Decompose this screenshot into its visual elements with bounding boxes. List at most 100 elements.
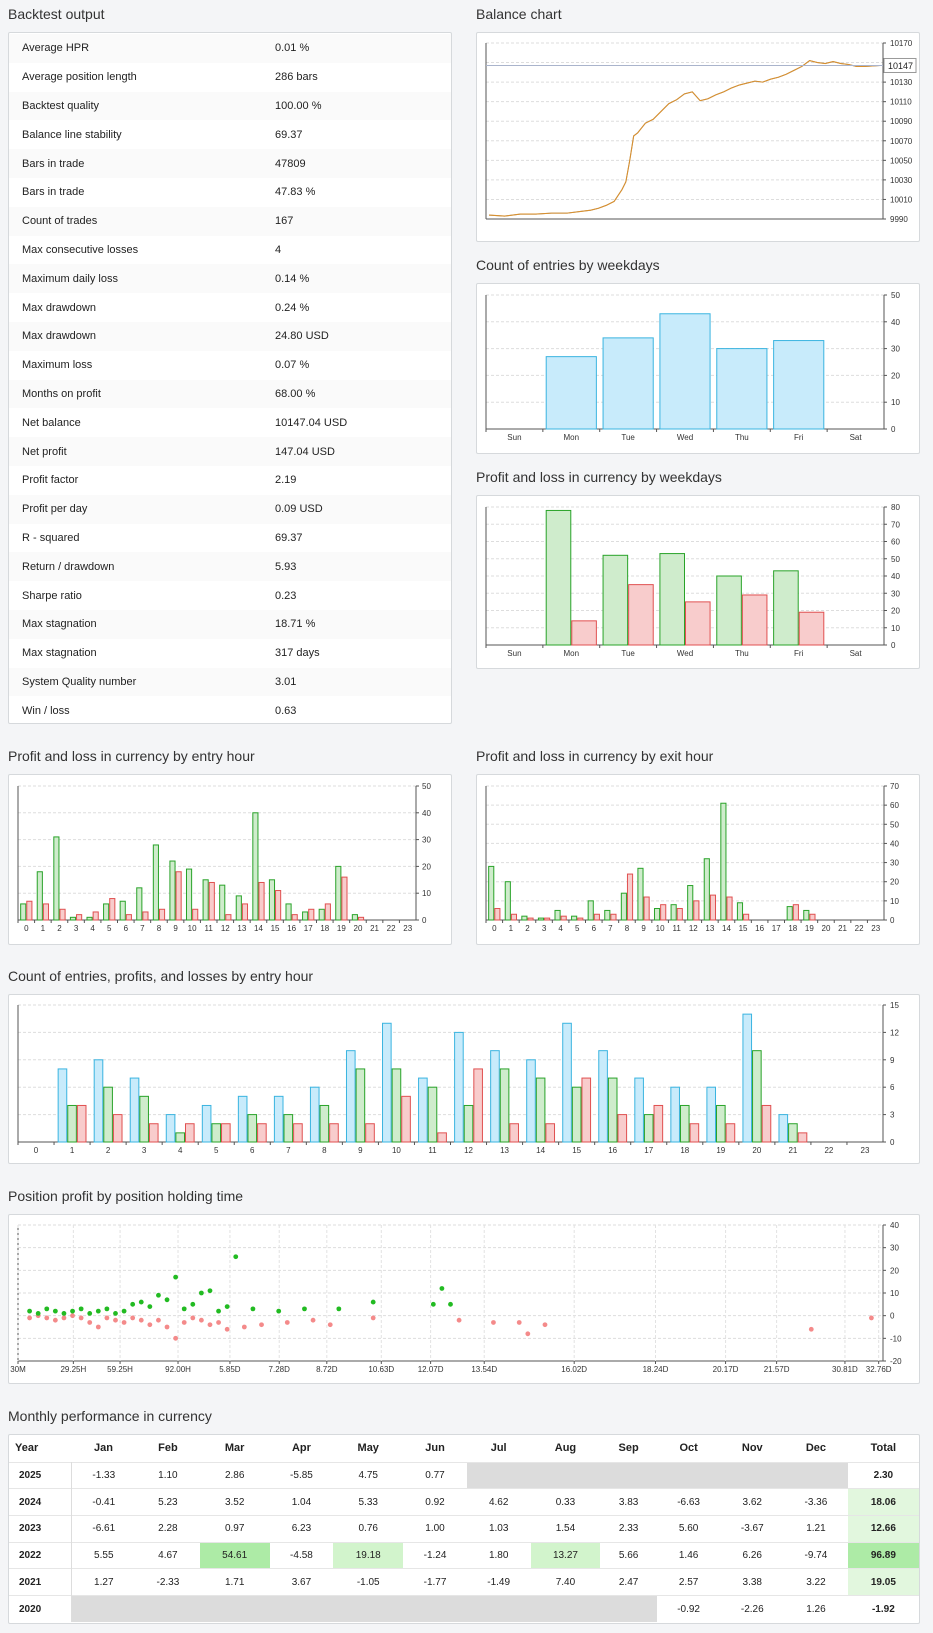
bar	[726, 896, 733, 921]
bar	[319, 1104, 330, 1143]
stat-label: Max drawdown	[22, 301, 96, 314]
bar	[617, 1114, 628, 1143]
bar	[607, 1077, 618, 1143]
y-tick-label: 20	[422, 862, 431, 871]
bar	[510, 913, 518, 921]
monthly-cell: 1.21	[784, 1514, 848, 1543]
bar	[401, 1095, 411, 1143]
bar	[59, 908, 66, 921]
x-tick-label: 5	[575, 924, 580, 933]
bar	[773, 570, 799, 646]
loss-point	[104, 1315, 110, 1321]
win-point	[27, 1308, 32, 1314]
x-tick-label: 0	[24, 924, 29, 933]
bar	[211, 1123, 222, 1143]
x-tick-label: 15	[572, 1146, 581, 1155]
bar	[142, 911, 149, 921]
monthly-cell: -4.58	[269, 1541, 334, 1569]
y-tick-label: 0	[891, 641, 896, 650]
x-tick-label: 20	[354, 924, 363, 933]
monthly-row: 2023 -6.61 2.28 0.97 6.23 0.76 1.00 1.03 1.54 2.3…	[9, 1514, 919, 1543]
bar	[598, 1050, 608, 1143]
bar	[36, 871, 43, 921]
y-tick-label: 70	[890, 782, 899, 791]
x-tick-label: 8	[157, 924, 162, 933]
y-tick-label: 20	[891, 607, 900, 616]
x-tick-label: 4	[178, 1146, 183, 1155]
bar	[427, 1086, 438, 1143]
balance-chart-title: Balance chart	[476, 6, 562, 22]
x-tick-label: 8	[322, 1146, 327, 1155]
bar	[521, 915, 528, 921]
monthly-header: Total	[870, 1442, 897, 1455]
stat-value: 10147.04 USD	[275, 416, 348, 429]
monthly-cell: 0.33	[530, 1488, 601, 1516]
x-tick-label: Fri	[794, 649, 804, 658]
y-tick-label: 30	[422, 836, 431, 845]
y-tick-label: 10130	[890, 78, 913, 87]
monthly-cell: -3.67	[720, 1514, 785, 1543]
x-tick-label: Fri	[794, 433, 804, 442]
bar	[499, 1068, 510, 1143]
bar	[490, 1050, 500, 1143]
y-tick-label: 50	[891, 291, 900, 300]
bar	[593, 913, 600, 921]
win-point	[156, 1292, 161, 1298]
loss-point	[491, 1320, 496, 1325]
bar	[109, 898, 116, 921]
win-point	[164, 1297, 170, 1303]
monthly-cell: -0.92	[656, 1594, 721, 1623]
monthly-header: Dec	[805, 1442, 827, 1455]
y-tick-label: 30	[890, 1244, 899, 1253]
bar	[93, 1059, 104, 1143]
bar	[158, 908, 166, 921]
bar	[268, 879, 276, 921]
monthly-row: 2025 -1.33 1.10 2.86 -5.85 4.75 0.77 2.30	[9, 1461, 919, 1489]
bar	[571, 1086, 582, 1143]
monthly-row: 2021 1.27 -2.33 1.71 3.67 -1.05 -1.77 -1.49 7.40…	[9, 1568, 919, 1596]
bar	[309, 1086, 320, 1143]
loss-point	[190, 1315, 196, 1321]
bar	[136, 887, 143, 921]
x-tick-label: Sun	[507, 649, 521, 658]
bar	[670, 1086, 680, 1143]
win-point	[173, 1274, 179, 1280]
loss-point	[456, 1317, 462, 1323]
x-tick-label: 23	[403, 924, 412, 933]
y-tick-label: 10050	[890, 156, 913, 165]
y-tick-label: 10170	[890, 39, 913, 48]
stats-row: Profit factor 2.19	[9, 466, 451, 495]
y-tick-label: 15	[890, 1001, 899, 1010]
bar	[185, 868, 193, 921]
bar	[112, 1114, 123, 1143]
y-tick-label: 10110	[890, 98, 912, 107]
x-tick-label: 11	[205, 924, 214, 933]
bar	[221, 1123, 231, 1143]
monthly-total: 19.05	[847, 1568, 919, 1596]
x-tick-label: 18	[680, 1146, 689, 1155]
entries-weekdays-svg: 0 10 20 30 40 50 Sun Mon Tue Wed Thu Fri Sat	[485, 291, 900, 442]
balance-line	[488, 60, 881, 217]
x-tick-label: 21.57D	[764, 1365, 790, 1374]
y-tick-label: 40	[891, 318, 900, 327]
x-tick-label: 9	[641, 924, 646, 933]
monthly-cell: -1.33	[71, 1461, 137, 1489]
monthly-header: Feb	[158, 1442, 178, 1455]
balance-line-shadow	[488, 60, 881, 217]
stats-row: Max drawdown 24.80 USD	[9, 321, 451, 351]
stats-row: System Quality number 3.01	[9, 667, 451, 697]
entries-weekdays-title: Count of entries by weekdays	[476, 257, 660, 273]
monthly-header: Jun	[425, 1442, 445, 1455]
loss-point	[370, 1315, 376, 1321]
loss-point	[224, 1326, 230, 1332]
stat-value: 0.14 %	[275, 272, 310, 285]
monthly-row: 2022 5.55 4.67 54.61 -4.58 19.18 -1.24 1.80 13.2…	[9, 1541, 919, 1569]
stat-value: 24.80 USD	[275, 330, 329, 343]
x-tick-label: Wed	[677, 433, 693, 442]
x-tick-label: 19	[716, 1146, 725, 1155]
loss-point	[241, 1324, 247, 1330]
y-tick-label: 10	[422, 889, 431, 898]
monthly-cell: -6.63	[656, 1488, 721, 1516]
